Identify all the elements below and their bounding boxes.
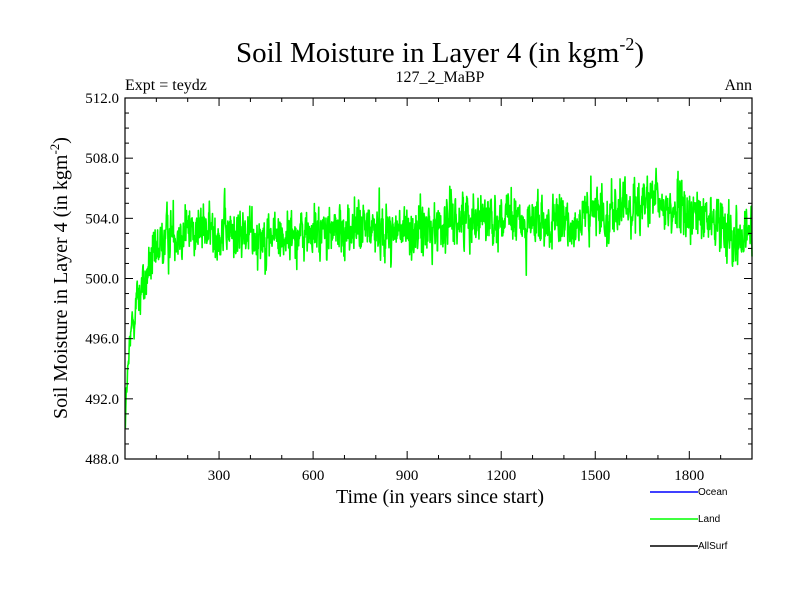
y-tick-label: 504.0 (85, 211, 119, 227)
x-tick-label: 1200 (486, 468, 516, 484)
x-tick-labels: 300 600 900 1200 1500 1800 (208, 468, 704, 484)
y-axis-label: Soil Moisture in Layer 4 (in kgm-2) (47, 137, 72, 419)
run-label: 127_2_MaBP (396, 69, 485, 86)
x-tick-label: 1500 (580, 468, 610, 484)
experiment-label: Expt = teydz (125, 77, 207, 94)
y-tick-label: 492.0 (85, 392, 119, 408)
x-tick-label: 1800 (674, 468, 704, 484)
x-tick-label: 900 (396, 468, 419, 484)
chart-title: Soil Moisture in Layer 4 (in kgm-2) (236, 34, 644, 69)
legend-land-label: Land (698, 514, 720, 525)
y-tick-label: 488.0 (85, 452, 119, 468)
legend-allsurf-label: AllSurf (698, 541, 728, 552)
y-tick-label: 508.0 (85, 151, 119, 167)
y-tick-label: 512.0 (85, 91, 119, 107)
x-tick-label: 300 (208, 468, 231, 484)
x-axis-label: Time (in years since start) (336, 486, 544, 508)
legend-ocean-label: Ocean (698, 487, 727, 498)
season-label: Ann (724, 77, 752, 94)
y-tick-label: 500.0 (85, 272, 119, 288)
axes-ticks (125, 98, 752, 459)
legend: Ocean Land AllSurf (650, 487, 728, 552)
series-land-line (124, 167, 753, 429)
x-tick-label: 600 (302, 468, 325, 484)
y-tick-label: 496.0 (85, 332, 119, 348)
plot-frame (124, 97, 753, 460)
series-land (124, 167, 753, 429)
y-tick-labels: 488.0 492.0 496.0 500.0 504.0 508.0 512.0 (85, 91, 119, 468)
